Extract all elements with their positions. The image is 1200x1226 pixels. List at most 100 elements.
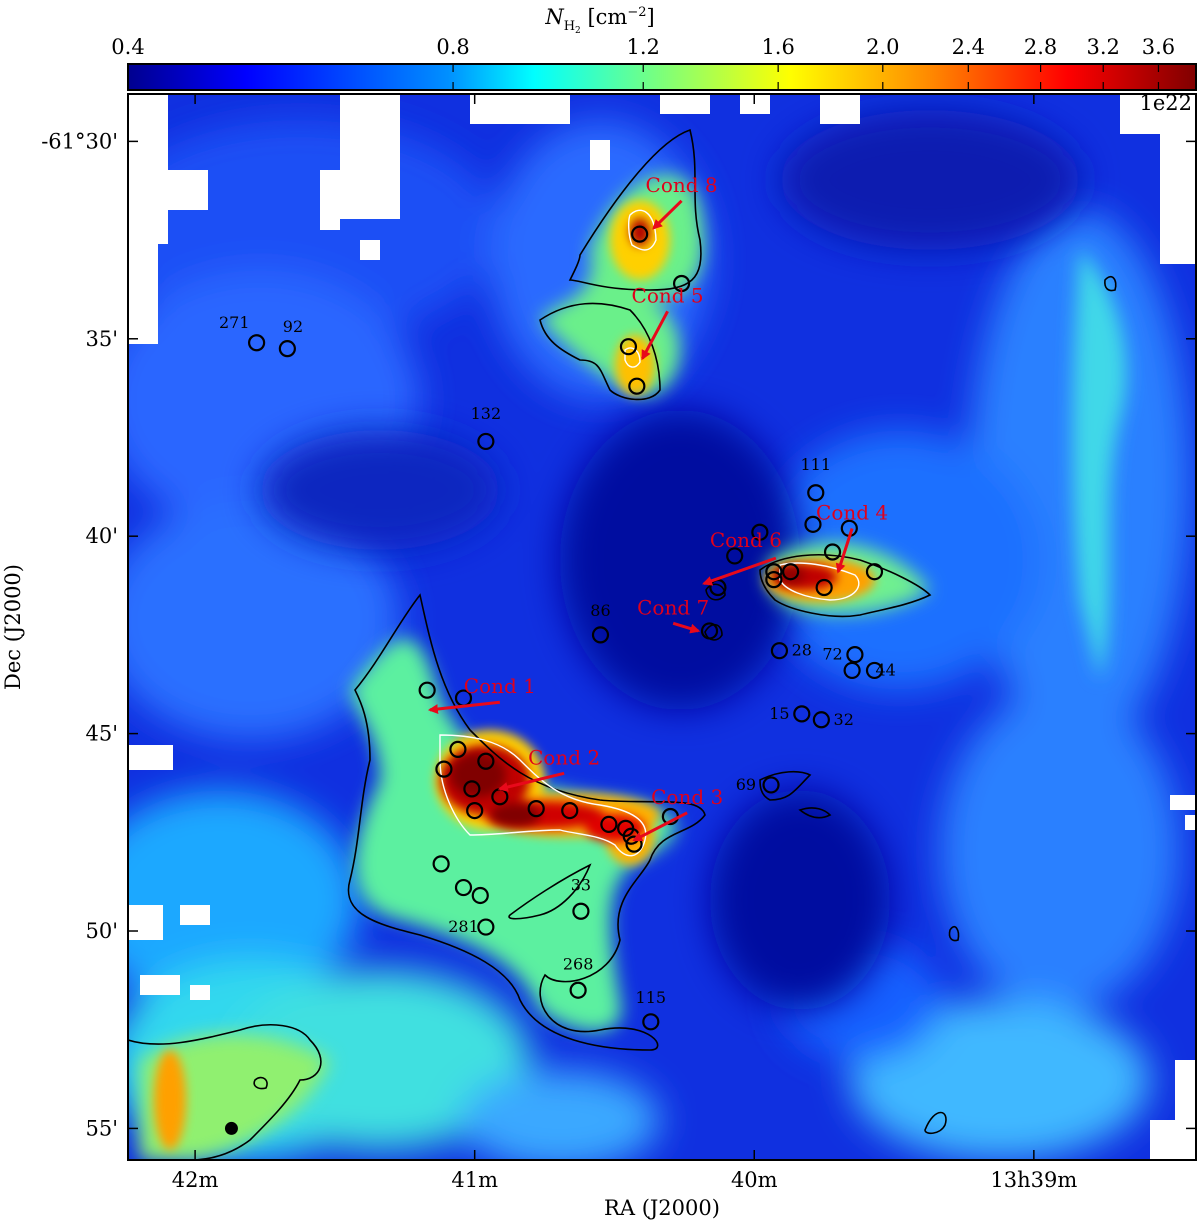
x-axis-title: RA (J2000)	[604, 1196, 720, 1220]
source-marker	[700, 622, 719, 640]
colorbar-tick-label: 3.2	[1087, 35, 1120, 59]
colorbar-tick-label: 2.0	[866, 35, 899, 59]
condensation-arrow	[427, 700, 501, 715]
colorbar: NH2 [cm−2] 0.4 0.8 1.2 1.6 2.0 2.4 2.8 3.2 3.6	[111, 5, 1197, 91]
source-marker	[572, 902, 590, 920]
source-marker	[435, 760, 453, 778]
source-marker	[628, 377, 646, 395]
condensation-arrow	[835, 528, 854, 574]
source-marker	[561, 801, 579, 820]
condensation-label: Cond 5	[632, 283, 704, 307]
colorbar-tick-label: 3.6	[1142, 35, 1175, 59]
source-marker	[631, 225, 649, 243]
source-label: 111	[800, 455, 831, 474]
source-marker	[762, 776, 780, 794]
source-marker	[865, 563, 884, 581]
source-label: 86	[590, 601, 610, 620]
source-marker	[432, 855, 450, 873]
y-tick-label: 35'	[86, 327, 119, 351]
contours-inner	[439, 209, 860, 857]
condensation-label: Cond 2	[528, 745, 600, 769]
source-marker	[600, 815, 618, 834]
x-tick-label: 42m	[172, 1168, 219, 1192]
source-marker	[591, 626, 610, 644]
source-label: 32	[834, 710, 854, 729]
source-marker	[807, 484, 825, 502]
source-label: 44	[875, 660, 895, 679]
source-marker	[418, 681, 436, 699]
source-marker	[642, 1013, 660, 1031]
source-marker	[477, 918, 495, 936]
colorbar-tick-label: 0.4	[111, 35, 144, 59]
condensation-label: Cond 8	[646, 173, 718, 197]
source-label: 15	[769, 704, 789, 723]
map-frame	[127, 93, 1197, 1161]
source-marker	[466, 801, 484, 820]
source-marker	[770, 642, 789, 660]
condensation-arrow	[702, 556, 777, 586]
source-marker	[454, 878, 473, 897]
y-tick-label: 50'	[86, 919, 119, 943]
condensation-label: Cond 6	[710, 528, 782, 552]
source-marker	[804, 515, 822, 533]
condensation-label: Cond 7	[637, 595, 709, 619]
condensation-arrow	[652, 199, 683, 230]
source-marker	[569, 981, 587, 999]
y-tick-label: 45'	[86, 722, 119, 746]
condensation-label: Cond 4	[816, 501, 888, 525]
source-marker	[471, 886, 489, 905]
axes: 42m 41m 40m 13h39m -61°30' 35' 40' 45' 50' 55'	[41, 94, 1196, 1192]
condensation-arrow	[641, 310, 669, 361]
source-marker	[278, 340, 296, 358]
condensation-label: Cond 3	[651, 785, 723, 809]
x-tick-label: 41m	[451, 1168, 498, 1192]
source-label: 69	[736, 775, 756, 794]
colorbar-tick-label: 1.6	[761, 35, 794, 59]
y-axis-title: Dec (J2000)	[1, 564, 25, 690]
source-label: 132	[471, 404, 502, 423]
map-area: 1e22 271 92 132 111 86 28 72 44 15 32 69 33 281 268 11…	[127, 91, 1197, 1161]
source-marker	[782, 563, 800, 581]
source-marker	[765, 571, 783, 589]
source-marker	[672, 274, 691, 293]
source-label: 271	[219, 313, 250, 332]
source-marker	[477, 432, 495, 451]
source-marker	[815, 578, 833, 597]
colorbar-tick-label: 2.4	[952, 35, 985, 59]
source-marker	[463, 780, 481, 798]
x-tick-label: 40m	[731, 1168, 778, 1192]
condensation-arrow	[497, 771, 565, 792]
colorbar-tick-label: 1.2	[627, 35, 660, 59]
source-label: 92	[283, 317, 303, 336]
condensation-arrow	[632, 811, 688, 842]
source-marker	[846, 646, 864, 664]
colorbar-gradient	[127, 63, 1197, 91]
source-marker	[812, 711, 830, 729]
colorbar-tick-label: 0.8	[436, 35, 469, 59]
source-marker	[527, 800, 545, 818]
source-marker	[619, 338, 638, 356]
y-tick-label: 55'	[86, 1116, 119, 1140]
source-marker	[477, 752, 495, 770]
colorbar-tick-label: 2.8	[1024, 35, 1057, 59]
source-label: 33	[571, 876, 591, 895]
source-label: 115	[636, 988, 667, 1007]
source-label: 28	[792, 641, 812, 660]
source-marker	[751, 523, 769, 541]
source-marker	[823, 543, 842, 561]
source-marker	[843, 661, 861, 680]
chart-marks: 271 92 132 111 86 28 72 44 15 32 69 33 281 268 115 Cond…	[219, 173, 896, 1135]
y-tick-label: -61°30'	[41, 129, 118, 153]
condensation-arrow	[672, 621, 701, 634]
condensation-label: Cond 1	[464, 674, 536, 698]
colorbar-multiplier: 1e22	[1139, 91, 1192, 115]
masked-regions	[128, 94, 1196, 1160]
colorbar-label: NH2 [cm−2]	[544, 5, 654, 36]
x-tick-label: 13h39m	[990, 1168, 1077, 1192]
source-marker	[248, 334, 266, 352]
source-marker	[449, 740, 467, 758]
colorbar-ticks: 0.4 0.8 1.2 1.6 2.0 2.4 2.8 3.2 3.6	[111, 35, 1175, 90]
source-marker	[793, 705, 811, 723]
source-label: 281	[448, 917, 479, 936]
